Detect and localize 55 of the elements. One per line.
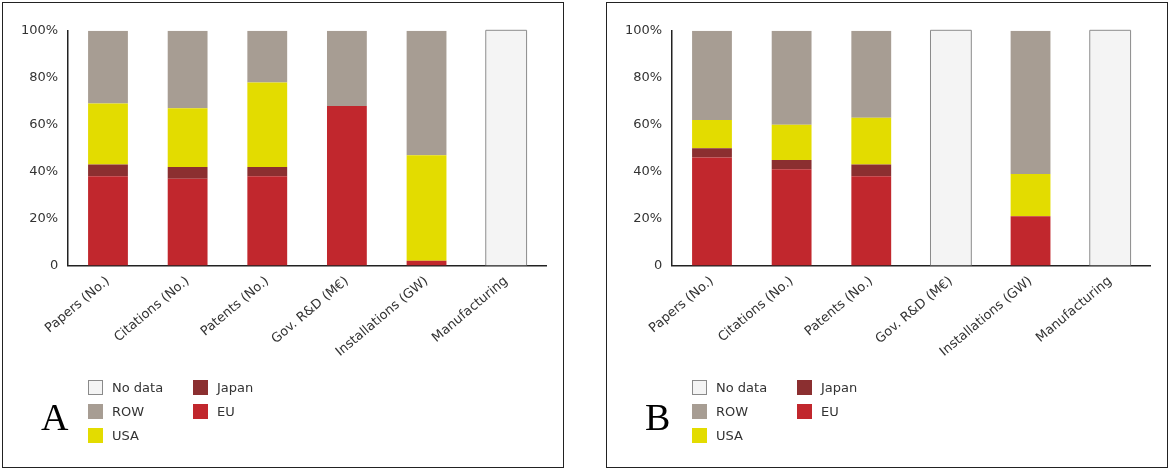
bar (406, 155, 447, 261)
text: B (645, 395, 671, 439)
bar (167, 30, 208, 109)
legend-label: ROW (111, 402, 146, 421)
legend-label: USA (715, 426, 744, 445)
legend-label: Japan (215, 378, 255, 397)
y-tick-label: 80% (29, 69, 59, 85)
legend-label: ROW (715, 402, 750, 421)
bar (692, 119, 732, 149)
y-tick-label: 0 (49, 256, 59, 272)
y-tick-label: 100% (624, 22, 663, 38)
bar (88, 103, 128, 165)
bar (851, 164, 892, 177)
legend-label: Japan (819, 378, 859, 397)
legend-label: No data (111, 378, 165, 397)
y-tick-label: 20% (29, 209, 59, 225)
y-tick-label: 40% (29, 163, 59, 178)
bar (88, 164, 128, 177)
bar (247, 166, 288, 177)
bar (88, 30, 128, 104)
bar (851, 117, 892, 165)
bar (692, 157, 732, 266)
bar (1010, 173, 1051, 217)
y-tick-label: 20% (633, 209, 663, 225)
text: A (41, 395, 69, 439)
bar (771, 169, 812, 266)
y-tick-label: 60% (633, 116, 663, 132)
y-tick-label: 40% (633, 163, 663, 178)
bar (406, 30, 447, 156)
y-tick-label: 0 (653, 256, 663, 272)
bar (692, 30, 732, 120)
bar (167, 178, 208, 266)
bar (1010, 30, 1051, 174)
legend-label: USA (111, 426, 140, 445)
bar (326, 30, 367, 106)
bar (692, 148, 732, 158)
bar (326, 105, 367, 266)
bar (247, 30, 288, 83)
bar (1010, 216, 1051, 266)
bar (771, 159, 812, 170)
bar (88, 176, 128, 266)
bar (167, 108, 208, 167)
bar (167, 166, 208, 179)
y-tick-label: 60% (29, 116, 59, 132)
bar (771, 124, 812, 160)
bar (851, 30, 892, 118)
bar (247, 176, 288, 266)
legend-label: EU (216, 402, 236, 421)
bar (247, 82, 288, 167)
y-tick-label: 100% (20, 22, 59, 38)
legend-label: EU (820, 402, 840, 421)
legend-label: No data (715, 378, 769, 397)
bar (851, 176, 892, 266)
bar (771, 30, 812, 125)
y-tick-label: 80% (633, 69, 663, 85)
